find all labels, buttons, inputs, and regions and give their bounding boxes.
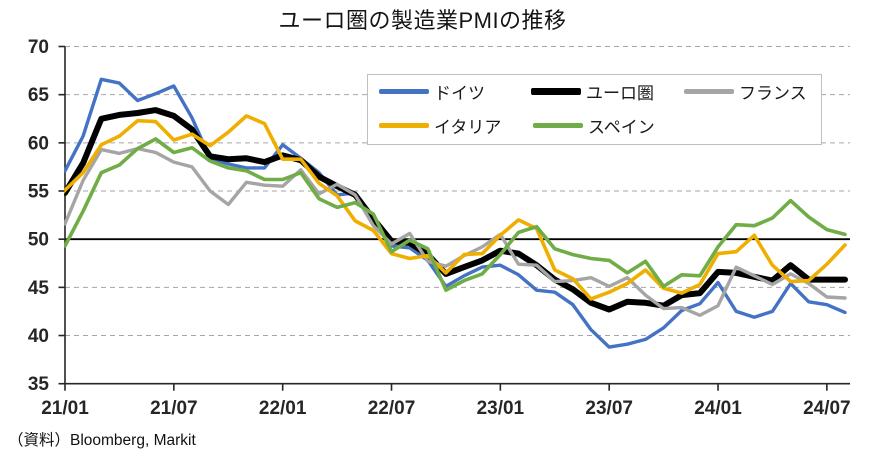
series-italy <box>64 114 847 301</box>
x-tick-labels: 21/01 21/07 22/01 22/07 23/01 23/07 24/01 24/07 <box>41 398 850 419</box>
svg-text:60: 60 <box>28 133 49 154</box>
svg-text:55: 55 <box>28 182 50 203</box>
gridlines <box>65 46 850 337</box>
legend-item-germany: ドイツ <box>379 81 485 103</box>
legend: ドイツ ユーロ圏 フランス イタリア スペイン <box>367 74 822 145</box>
svg-text:23/01: 23/01 <box>477 398 525 419</box>
svg-text:70: 70 <box>28 37 49 58</box>
legend-item-italy: イタリア <box>379 115 502 137</box>
axes <box>58 45 850 391</box>
series-spain <box>64 137 847 293</box>
france-line-swatch <box>684 88 734 94</box>
chart-title: ユーロ圏の製造業PMIの推移 <box>278 8 567 33</box>
legend-item-label: ドイツ <box>434 83 485 103</box>
svg-text:50: 50 <box>28 230 49 251</box>
legend-item-label: イタリア <box>434 117 502 137</box>
svg-text:22/07: 22/07 <box>368 398 416 419</box>
series-france <box>64 146 847 317</box>
svg-text:45: 45 <box>28 278 50 299</box>
legend-item-label: ユーロ圏 <box>586 83 654 103</box>
italy-line-swatch <box>379 122 429 128</box>
legend-item-spain: スペイン <box>533 115 655 137</box>
source-note: （資料）Bloomberg, Markit <box>8 432 196 449</box>
eurozone-line-swatch <box>531 87 581 95</box>
svg-text:23/07: 23/07 <box>585 398 633 419</box>
svg-text:24/01: 24/01 <box>694 398 742 419</box>
legend-item-france: フランス <box>684 81 807 103</box>
germany-line-swatch <box>379 88 429 94</box>
legend-item-label: スペイン <box>588 117 655 137</box>
svg-text:24/07: 24/07 <box>803 398 851 419</box>
legend-item-label: フランス <box>739 83 807 103</box>
legend-item-eurozone: ユーロ圏 <box>531 81 654 103</box>
y-tick-labels: 35 40 45 50 55 60 65 70 <box>28 37 50 395</box>
svg-text:22/01: 22/01 <box>259 398 307 419</box>
svg-text:21/07: 21/07 <box>150 398 198 419</box>
svg-text:40: 40 <box>28 326 49 347</box>
svg-text:21/01: 21/01 <box>41 398 89 419</box>
spain-line-swatch <box>533 122 583 128</box>
svg-text:65: 65 <box>28 85 50 106</box>
svg-text:35: 35 <box>28 374 50 395</box>
